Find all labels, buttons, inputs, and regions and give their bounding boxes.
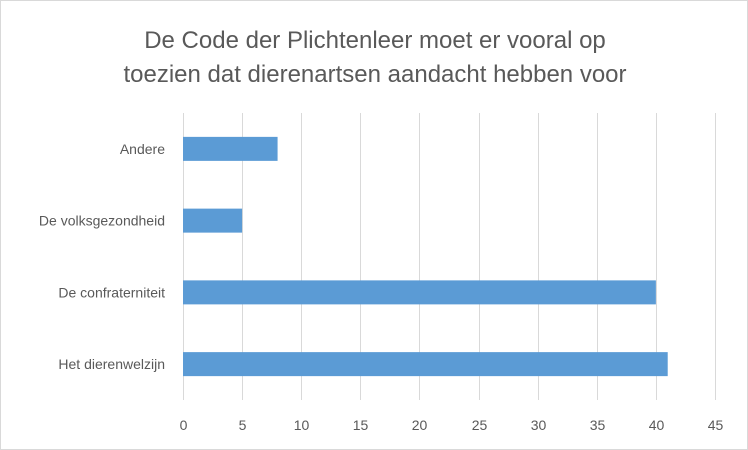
x-tick-label: 20 <box>412 417 428 433</box>
category-label: De volksgezondheid <box>39 213 165 229</box>
bar <box>183 136 278 161</box>
x-tick-label: 45 <box>708 417 724 433</box>
x-tick-label: 25 <box>472 417 488 433</box>
x-tick-label: 10 <box>294 417 310 433</box>
chart-title-line-1: De Code der Plichtenleer moet er vooral … <box>144 27 606 54</box>
x-tick-label: 0 <box>180 417 188 433</box>
category-labels: Andere De volksgezondheid De confraternite… <box>39 141 165 372</box>
category-label: Het dierenwelzijn <box>58 356 165 372</box>
x-tick-label: 30 <box>531 417 547 433</box>
tick-labels: 0 5 10 15 20 25 30 35 40 45 <box>180 417 724 433</box>
x-tick-label: 15 <box>353 417 369 433</box>
category-label: Andere <box>120 141 165 157</box>
bar <box>183 352 668 377</box>
bar <box>183 208 243 233</box>
x-tick-label: 40 <box>649 417 665 433</box>
chart-title-line-2: toezien dat dierenartsen aandacht hebben… <box>123 61 626 88</box>
bars <box>183 136 668 377</box>
x-tick-label: 5 <box>239 417 247 433</box>
bar <box>183 280 656 305</box>
x-tick-label: 35 <box>590 417 606 433</box>
category-label: De confraterniteit <box>58 284 165 300</box>
